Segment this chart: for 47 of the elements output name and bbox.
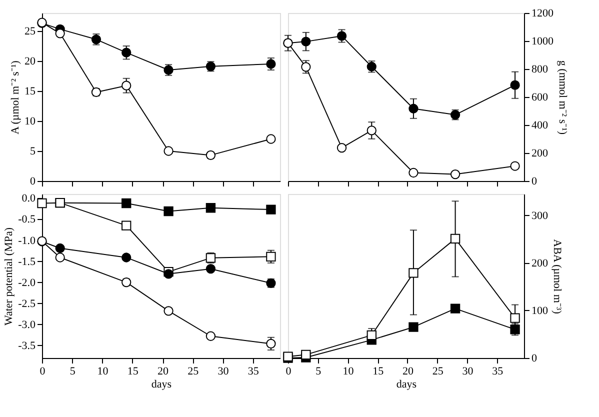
x-axis-title: days <box>151 378 172 390</box>
y-tick-label: 20 <box>24 56 36 68</box>
x-tick-label: 25 <box>188 366 200 378</box>
x-tick-label: 20 <box>158 366 170 378</box>
y-tick-label: -1.0 <box>18 234 36 247</box>
y-axis-title: Water potential (MPa) <box>3 227 16 326</box>
y2-tick-label: 1000 <box>532 36 554 48</box>
x-tick-label: 10 <box>342 366 354 378</box>
y2-tick-label: 600 <box>532 92 548 104</box>
y2-tick-label: 400 <box>532 120 548 132</box>
y-tick-label: -2.0 <box>18 276 36 289</box>
y2-axis-title: g (mmol m⁻² s⁻¹) <box>556 60 568 135</box>
y2-tick-label: 1200 <box>532 8 554 20</box>
y2-tick-label: 0 <box>532 352 538 364</box>
y2-tick-label: 100 <box>532 304 548 317</box>
x-tick-label: 15 <box>372 366 384 378</box>
y2-tick-label: 300 <box>532 210 548 222</box>
y-tick-label: -1.5 <box>18 256 36 268</box>
y-tick-label: -3.5 <box>18 340 36 352</box>
x-tick-label: 0 <box>40 366 46 378</box>
x-tick-label: 15 <box>127 366 139 378</box>
x-tick-label: 5 <box>316 366 322 378</box>
x-tick-label: 30 <box>218 366 230 378</box>
y-axis-title: A (µmol m⁻² s⁻¹) <box>10 60 22 134</box>
y-tick-label: 0 <box>30 176 36 188</box>
x-axis-title: days <box>396 378 417 390</box>
x-tick-label: 20 <box>402 366 414 378</box>
y-tick-label: 0.0 <box>22 192 36 205</box>
y2-tick-label: 200 <box>532 257 548 270</box>
y2-axis-title: ABA (µmol m⁻³) <box>551 239 563 314</box>
y-tick-label: 10 <box>24 116 36 128</box>
x-tick-label: 0 <box>286 366 292 378</box>
y-tick-label: -3.0 <box>18 318 36 331</box>
x-tick-label: 25 <box>432 366 444 378</box>
y2-tick-label: 800 <box>532 64 548 76</box>
x-tick-label: 35 <box>248 366 260 378</box>
y2-tick-label: 200 <box>532 148 548 160</box>
y-tick-label: -2.5 <box>18 298 36 310</box>
x-tick-label: 5 <box>70 366 76 378</box>
y-tick-label: -0.5 <box>18 214 36 226</box>
x-tick-label: 30 <box>462 366 474 378</box>
y-tick-label: 5 <box>30 146 36 158</box>
y-tick-label: 25 <box>24 26 36 38</box>
y-tick-label: 15 <box>24 86 36 98</box>
x-tick-label: 10 <box>97 366 109 378</box>
y2-tick-label: 0 <box>532 176 538 188</box>
x-tick-label: 35 <box>492 366 504 378</box>
